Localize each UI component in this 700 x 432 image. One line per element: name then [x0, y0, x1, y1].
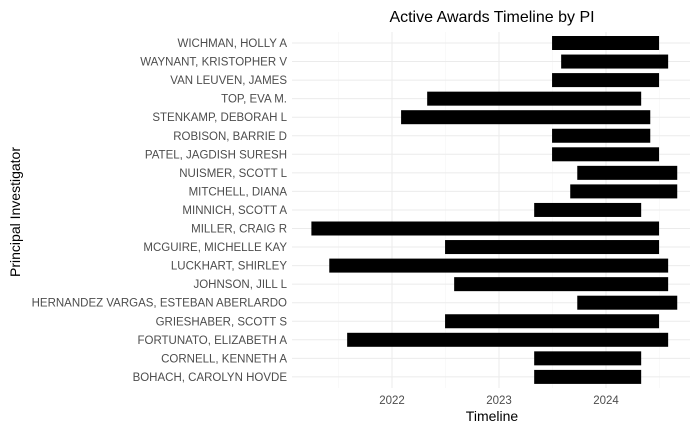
award-bar	[427, 91, 642, 106]
y-tick-label: JOHNSON, JILL L	[193, 279, 287, 291]
award-bar	[534, 202, 642, 217]
y-tick-label: MINNICH, SCOTT A	[182, 205, 287, 217]
award-bar	[454, 277, 669, 292]
x-axis-tick-labels: 2022 2023 2024	[379, 395, 619, 407]
y-tick-label: VAN LEUVEN, JAMES	[170, 75, 287, 87]
award-bar	[570, 184, 678, 199]
y-tick-label: LUCKHART, SHIRLEY	[171, 261, 287, 273]
y-tick-label: MITCHELL, DIANA	[189, 186, 288, 198]
y-tick-label: MILLER, CRAIG R	[191, 224, 287, 236]
y-tick-label: ROBISON, BARRIE D	[173, 131, 287, 143]
y-tick-label: GRIESHABER, SCOTT S	[156, 316, 288, 328]
y-tick-label: STENKAMP, DEBORAH L	[152, 112, 287, 124]
award-bar	[534, 369, 642, 384]
y-axis-tick-labels: WICHMAN, HOLLY A WAYNANT, KRISTOPHER V VAN…	[32, 38, 288, 384]
award-bar	[347, 332, 669, 347]
y-tick-label: WAYNANT, KRISTOPHER V	[140, 57, 287, 69]
chart-title: Active Awards Timeline by PI	[389, 9, 594, 26]
x-axis-title: Timeline	[466, 408, 519, 424]
y-tick-label: CORNELL, KENNETH A	[161, 353, 287, 365]
bars	[311, 36, 678, 384]
award-bar	[311, 221, 660, 236]
award-bar	[401, 110, 651, 125]
award-bar	[445, 240, 660, 255]
award-bar	[552, 36, 660, 50]
award-bar	[577, 165, 678, 180]
y-tick-label: PATEL, JAGDISH SURESH	[145, 149, 287, 161]
award-bar	[552, 147, 660, 162]
x-tick-label: 2022	[379, 395, 405, 407]
award-bar	[561, 54, 669, 69]
y-tick-label: FORTUNATO, ELIZABETH A	[137, 335, 287, 347]
y-tick-label: WICHMAN, HOLLY A	[178, 38, 288, 50]
x-tick-label: 2024	[593, 395, 619, 407]
award-bar	[552, 73, 660, 88]
award-bar	[577, 295, 678, 310]
award-bar	[329, 258, 669, 273]
y-tick-label: MCGUIRE, MICHELLE KAY	[143, 242, 287, 254]
x-tick-label: 2023	[486, 395, 512, 407]
y-tick-label: BOHACH, CAROLYN HOVDE	[133, 372, 288, 384]
y-axis-title: Principal Investigator	[7, 147, 23, 277]
award-bar	[552, 128, 651, 143]
award-bar	[534, 351, 642, 366]
y-tick-label: NUISMER, SCOTT L	[179, 168, 287, 180]
y-tick-label: TOP, EVA M.	[221, 94, 287, 106]
y-tick-label: HERNANDEZ VARGAS, ESTEBAN ABERLARDO	[32, 298, 287, 310]
award-bar	[445, 314, 660, 329]
